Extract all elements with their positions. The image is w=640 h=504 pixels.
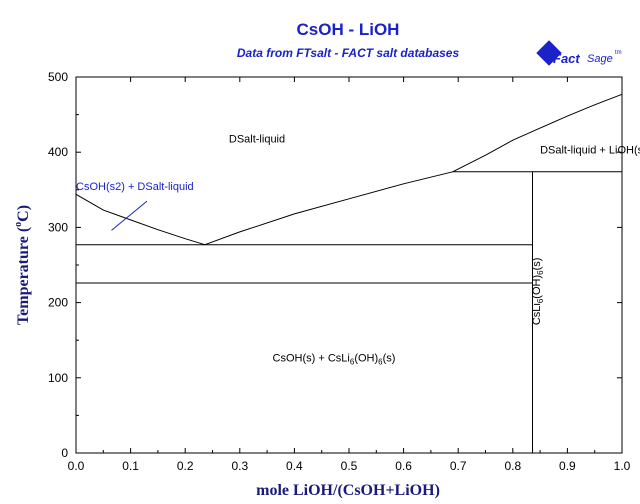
x-tick-label: 0.6 <box>395 459 412 473</box>
x-tick-label: 0.2 <box>177 459 194 473</box>
logo-brand-2: Sage <box>587 53 613 65</box>
region-label: CsLi6(OH)6(s) <box>531 258 545 326</box>
logo-tm: tm <box>615 50 622 56</box>
x-axis: 0.0 0.1 0.2 0.3 0.4 0.5 0.6 0.7 0.8 0.9 1.0 <box>68 77 631 473</box>
region-label: DSalt-liquid + LiOH(s) <box>540 145 640 157</box>
x-tick-label: 0.1 <box>122 459 139 473</box>
y-tick-label: 100 <box>48 371 68 385</box>
x-tick-label: 0.9 <box>559 459 576 473</box>
chart-subtitle: Data from FTsalt - FACT salt databases <box>237 46 460 60</box>
region-label: DSalt-liquid <box>229 133 285 145</box>
x-tick-label: 0.5 <box>341 459 358 473</box>
y-axis: 0 100 200 300 400 500 <box>48 70 622 460</box>
y-tick-label: 0 <box>61 446 68 460</box>
y-axis-label-unit: C) <box>15 205 32 222</box>
phase-boundaries <box>75 93 623 453</box>
x-tick-label: 0.7 <box>450 459 467 473</box>
x-tick-label: 0.4 <box>286 459 303 473</box>
y-axis-label: Temperature (oC) <box>13 205 32 325</box>
phase-boundary-line <box>452 93 623 173</box>
x-tick-label: 0.3 <box>231 459 248 473</box>
y-axis-label-degree: o <box>13 222 24 227</box>
logo-badge <box>536 40 562 66</box>
x-tick-label: 1.0 <box>614 459 631 473</box>
factsage-logo: Fact Sage tm <box>536 40 622 66</box>
x-tick-label: 0.0 <box>68 459 85 473</box>
phase-boundary-line <box>204 171 453 246</box>
region-label: CsOH(s) + CsLi6(OH)6(s) <box>273 352 396 366</box>
phase-boundary-line <box>75 193 206 246</box>
region-label: CsOH(s2) + DSalt-liquid <box>76 181 194 193</box>
y-tick-label: 400 <box>48 145 68 159</box>
y-tick-label: 300 <box>48 220 68 234</box>
annotations: DSalt-liquid CsOH(s2) + DSalt-liquid DSalt… <box>76 133 640 366</box>
y-axis-label-main: Temperature ( <box>15 227 32 325</box>
annotation-pointer <box>111 200 148 231</box>
logo-brand: Fact <box>553 51 580 66</box>
x-tick-label: 0.8 <box>504 459 521 473</box>
x-axis-label: mole LiOH/(CsOH+LiOH) <box>256 482 440 499</box>
chart-title: CsOH - LiOH <box>297 20 400 39</box>
y-tick-label: 200 <box>48 296 68 310</box>
y-tick-label: 500 <box>48 70 68 84</box>
